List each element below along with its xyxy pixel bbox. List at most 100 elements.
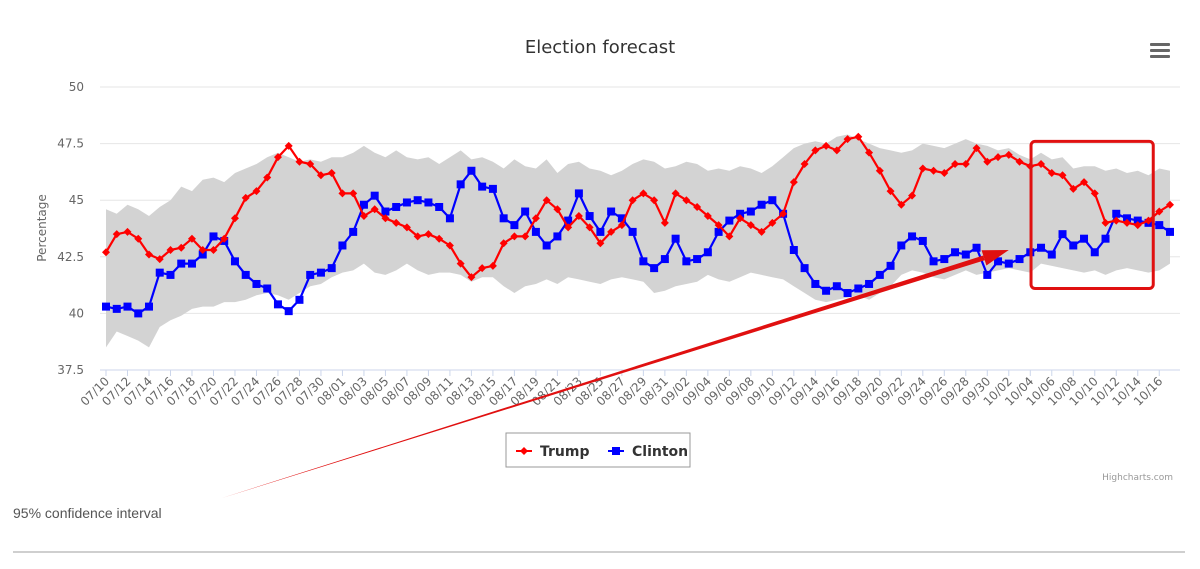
trump-point[interactable] (478, 264, 487, 273)
clinton-point[interactable] (811, 279, 820, 288)
trump-point[interactable] (994, 153, 1003, 162)
trump-point[interactable] (908, 191, 917, 200)
clinton-point[interactable] (295, 295, 304, 304)
trump-point[interactable] (327, 169, 336, 178)
trump-point[interactable] (1112, 216, 1121, 225)
trump-point[interactable] (1047, 169, 1056, 178)
trump-point[interactable] (1123, 218, 1132, 227)
trump-point[interactable] (585, 223, 594, 232)
trump-point[interactable] (746, 221, 755, 230)
clinton-point[interactable] (832, 282, 841, 291)
trump-point[interactable] (166, 246, 175, 255)
clinton-point[interactable] (908, 232, 917, 241)
trump-point[interactable] (639, 189, 648, 198)
trump-point[interactable] (564, 223, 573, 232)
trump-point[interactable] (542, 196, 551, 205)
trump-point[interactable] (467, 273, 476, 282)
clinton-point[interactable] (402, 198, 411, 207)
clinton-point[interactable] (789, 246, 798, 255)
trump-point[interactable] (402, 223, 411, 232)
trump-point[interactable] (660, 218, 669, 227)
clinton-point[interactable] (102, 302, 110, 311)
clinton-point[interactable] (1155, 221, 1164, 230)
trump-point[interactable] (596, 239, 605, 248)
trump-point[interactable] (1037, 159, 1046, 168)
trump-point[interactable] (983, 157, 992, 166)
trump-point[interactable] (1080, 178, 1089, 187)
trump-point[interactable] (381, 214, 390, 223)
clinton-point[interactable] (316, 268, 325, 277)
trump-point[interactable] (714, 221, 723, 230)
trump-point[interactable] (112, 230, 121, 239)
trump-point[interactable] (800, 159, 809, 168)
clinton-point[interactable] (660, 255, 669, 264)
clinton-point[interactable] (596, 227, 605, 236)
trump-point[interactable] (306, 159, 315, 168)
trump-point[interactable] (811, 146, 820, 155)
clinton-point[interactable] (263, 284, 272, 293)
clinton-point[interactable] (230, 257, 239, 266)
trump-point[interactable] (209, 246, 218, 255)
clinton-point[interactable] (327, 264, 336, 273)
trump-point[interactable] (650, 196, 659, 205)
trump-point[interactable] (370, 205, 379, 214)
clinton-point[interactable] (273, 300, 282, 309)
trump-point[interactable] (854, 132, 863, 141)
trump-point[interactable] (531, 214, 540, 223)
trump-point[interactable] (789, 178, 798, 187)
trump-point[interactable] (488, 261, 497, 270)
clinton-point[interactable] (112, 304, 121, 313)
clinton-point[interactable] (639, 257, 648, 266)
trump-point[interactable] (187, 234, 196, 243)
clinton-point[interactable] (1058, 230, 1067, 239)
clinton-point[interactable] (338, 241, 347, 250)
clinton-point[interactable] (994, 257, 1003, 266)
clinton-point[interactable] (467, 166, 476, 175)
trump-point[interactable] (972, 144, 981, 153)
clinton-point[interactable] (1123, 214, 1132, 223)
clinton-point[interactable] (768, 196, 777, 205)
clinton-point[interactable] (714, 227, 723, 236)
clinton-point[interactable] (166, 270, 175, 279)
trump-point[interactable] (1090, 189, 1099, 198)
trump-point[interactable] (424, 230, 433, 239)
clinton-point[interactable] (478, 182, 487, 191)
clinton-point[interactable] (574, 189, 583, 198)
clinton-point[interactable] (123, 302, 132, 311)
legend-item-clinton[interactable]: Clinton (608, 444, 688, 460)
clinton-point[interactable] (951, 248, 960, 257)
trump-point[interactable] (252, 187, 261, 196)
trump-point[interactable] (725, 232, 734, 241)
trump-point[interactable] (295, 157, 304, 166)
trump-point[interactable] (779, 209, 788, 218)
trump-point[interactable] (134, 234, 143, 243)
trump-point[interactable] (607, 227, 616, 236)
credits-link[interactable]: Highcharts.com (1102, 473, 1173, 483)
trump-point[interactable] (682, 196, 691, 205)
clinton-point[interactable] (413, 196, 422, 205)
clinton-point[interactable] (703, 248, 712, 257)
hamburger-menu-icon[interactable] (1150, 43, 1170, 61)
clinton-point[interactable] (284, 307, 293, 316)
trump-point[interactable] (521, 232, 530, 241)
trump-point[interactable] (102, 248, 110, 257)
clinton-point[interactable] (1080, 234, 1089, 243)
clinton-point[interactable] (187, 259, 196, 268)
trump-point[interactable] (316, 171, 325, 180)
clinton-point[interactable] (843, 289, 852, 298)
clinton-point[interactable] (521, 207, 530, 216)
clinton-point[interactable] (650, 264, 659, 273)
clinton-point[interactable] (198, 250, 207, 259)
clinton-point[interactable] (1101, 234, 1110, 243)
clinton-point[interactable] (349, 227, 358, 236)
clinton-point[interactable] (746, 207, 755, 216)
trump-point[interactable] (832, 146, 841, 155)
trump-point[interactable] (553, 205, 562, 214)
clinton-point[interactable] (359, 200, 368, 209)
legend[interactable]: Trump Clinton (505, 432, 691, 468)
trump-point[interactable] (822, 141, 831, 150)
trump-point[interactable] (886, 187, 895, 196)
clinton-point[interactable] (499, 214, 508, 223)
clinton-point[interactable] (1166, 227, 1174, 236)
clinton-point[interactable] (424, 198, 433, 207)
